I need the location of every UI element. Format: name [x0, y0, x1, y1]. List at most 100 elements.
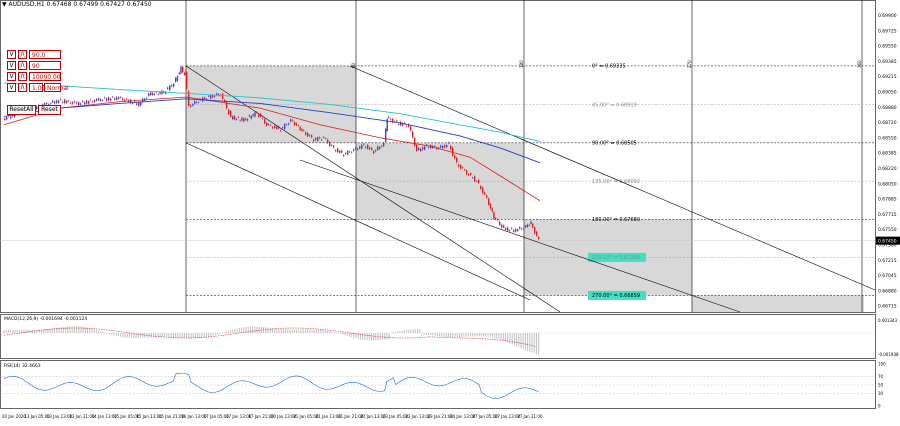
candle: [501, 223, 503, 229]
candle: [198, 101, 200, 104]
candle-body: [52, 100, 54, 103]
chip-v-4[interactable]: V: [7, 83, 16, 92]
chip-angle-1[interactable]: /\: [18, 50, 27, 59]
candle-body: [309, 135, 311, 137]
candle: [194, 100, 196, 106]
scale-input[interactable]: 10000.00: [29, 72, 61, 81]
candle-body: [357, 148, 359, 150]
chip-v-1[interactable]: V: [7, 50, 16, 59]
cycle-label-270: 270: [687, 60, 692, 68]
candle: [359, 145, 361, 150]
candle-body: [321, 139, 323, 141]
dropdown-triangle-icon[interactable]: ▼: [2, 1, 7, 8]
price-axis-label-16: 0.67215: [878, 258, 897, 264]
chip-angle-3[interactable]: /\: [18, 72, 27, 81]
candle-body: [299, 126, 301, 131]
candle: [458, 163, 460, 168]
candle-body: [290, 119, 292, 122]
candle: [58, 99, 60, 104]
candle: [274, 124, 276, 130]
candle-body: [104, 97, 106, 99]
candle-body: [100, 99, 102, 101]
candle: [460, 164, 462, 170]
candle: [464, 168, 466, 172]
candle-body: [442, 145, 444, 149]
candle: [284, 122, 286, 131]
price-axis-label-17: 0.67045: [878, 273, 897, 279]
candle-body: [280, 130, 282, 132]
candle-body: [482, 187, 484, 194]
price-axis-label-10: 0.68220: [878, 166, 897, 172]
angle-input[interactable]: 90.0: [29, 50, 61, 59]
candle: [454, 154, 456, 160]
time-axis-label-2: 13 Jan 13:00: [47, 414, 73, 419]
reset-all-button[interactable]: ResetAll: [7, 105, 36, 115]
candle-body: [106, 98, 108, 101]
candle: [52, 99, 54, 104]
candle: [369, 146, 371, 151]
candle-body: [80, 103, 82, 105]
candle-body: [276, 126, 278, 129]
candle: [112, 95, 114, 99]
candle-body: [228, 109, 230, 115]
candle: [246, 118, 249, 122]
chip-v-3[interactable]: V: [7, 72, 16, 81]
candle: [176, 75, 179, 82]
mode-select[interactable]: Normal: [44, 83, 69, 92]
gann-level-label-2: 90.00° = 0.68505: [592, 141, 637, 147]
candle: [178, 71, 180, 76]
candle: [373, 150, 375, 155]
candle: [491, 207, 493, 213]
current-price-tag: [876, 236, 900, 245]
main-panel-frame: [0, 0, 876, 313]
channel-mid-line: [299, 159, 741, 313]
price-axis-label-8: 0.68550: [878, 135, 897, 141]
candle: [276, 125, 278, 131]
candle: [499, 220, 501, 227]
cycle-label-180: 180: [519, 60, 524, 68]
candle-body: [530, 221, 532, 224]
candle-body: [84, 102, 86, 105]
candle-body: [363, 143, 365, 145]
candle-body: [96, 99, 98, 101]
ratio-input[interactable]: 1.00: [29, 83, 45, 92]
candle-body: [383, 142, 385, 147]
candle: [301, 127, 303, 132]
candle-body: [266, 122, 268, 126]
step-input[interactable]: 90: [29, 61, 61, 70]
chip-angle-2[interactable]: /\: [18, 61, 27, 70]
candle-body: [46, 103, 48, 105]
candle: [192, 103, 194, 107]
candle-body: [355, 147, 357, 150]
candle-body: [523, 228, 525, 230]
macd-histogram: [3, 326, 540, 355]
candle-body: [323, 137, 325, 138]
candle-body: [369, 147, 371, 150]
candle: [280, 129, 282, 133]
reset-button[interactable]: Reset: [38, 105, 61, 115]
chip-angle-4[interactable]: /\: [18, 83, 27, 92]
candle: [84, 101, 86, 106]
chip-v-2[interactable]: V: [7, 61, 16, 70]
candle-body: [458, 164, 460, 167]
candle-body: [235, 118, 238, 120]
candle-body: [499, 221, 501, 226]
candle-body: [122, 98, 124, 101]
candle-body: [108, 97, 110, 101]
candle: [351, 150, 353, 154]
symbol-header: ▼ AUDUSD,H1 0.67468 0.67499 0.67427 0.67…: [2, 1, 152, 8]
candle: [122, 97, 124, 102]
candle: [50, 102, 52, 105]
candle: [114, 97, 116, 101]
candle: [412, 130, 414, 139]
candle-body: [373, 151, 375, 154]
candle: [505, 226, 507, 231]
candle-body: [173, 83, 175, 87]
candle-body: [230, 111, 232, 117]
candle-body: [345, 153, 347, 154]
rsi-panel-frame: [0, 360, 876, 409]
macd-axis-bottom: -0.001938: [878, 352, 899, 357]
candle-body: [418, 148, 420, 150]
